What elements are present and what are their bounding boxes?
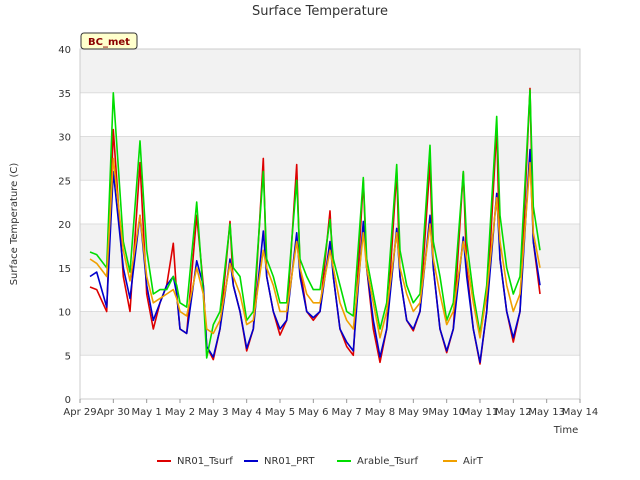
x-tick-label: May 13 — [528, 407, 565, 418]
plot-band — [80, 311, 580, 356]
x-tick-labels: Apr 29 Apr 30 May 1 May 2 May 3 May 4 May 5 May… — [63, 399, 598, 418]
y-tick-label: 35 — [58, 89, 71, 100]
x-tick-label: May 3 — [198, 407, 228, 418]
badge: BC_met — [80, 32, 138, 50]
x-tick-label: May 14 — [562, 407, 599, 418]
series-line-arable-tsurf — [89, 89, 541, 359]
badge-label: BC_met — [88, 37, 130, 48]
x-axis-label: Time — [553, 425, 578, 436]
x-tick-label: May 6 — [298, 407, 328, 418]
x-tick-label: May 10 — [428, 407, 465, 418]
plot-band — [80, 136, 580, 181]
y-tick-label: 0 — [65, 395, 71, 406]
plot-frame — [79, 48, 581, 400]
y-tick-label: 30 — [58, 133, 71, 144]
y-tick-label: 20 — [58, 220, 71, 231]
y-tick-label: 40 — [58, 45, 71, 56]
series-lines — [89, 87, 541, 365]
series-line-nr01-tsurf — [89, 87, 541, 365]
legend-label: AirT — [463, 456, 484, 467]
y-tick-label: 10 — [58, 308, 71, 319]
y-tick-label: 15 — [58, 264, 71, 275]
y-tick-label: 5 — [65, 351, 71, 362]
x-tick-label: May 8 — [365, 407, 395, 418]
chart-title: Surface Temperature — [252, 4, 388, 19]
legend-label: Arable_Tsurf — [357, 456, 418, 467]
badge-box — [80, 32, 138, 50]
legend-label: NR01_Tsurf — [177, 456, 233, 467]
x-tick-label: Apr 29 — [63, 407, 96, 418]
x-tick-label: May 12 — [495, 407, 532, 418]
x-tick-label: May 11 — [462, 407, 499, 418]
x-tick-label: May 4 — [232, 407, 262, 418]
y-tick-label: 25 — [58, 176, 71, 187]
x-tick-label: May 5 — [265, 407, 295, 418]
legend-label: NR01_PRT — [264, 456, 315, 467]
series-line-airt — [89, 157, 541, 339]
y-axis-label: Surface Temperature (C) — [9, 163, 20, 286]
y-tick-labels: 0 5 10 15 20 25 30 35 40 — [58, 45, 71, 406]
x-tick-label: Apr 30 — [97, 407, 130, 418]
x-tick-label: May 9 — [398, 407, 428, 418]
legend: NR01_Tsurf NR01_PRT Arable_Tsurf AirT — [157, 456, 484, 467]
plot-band — [80, 49, 580, 93]
x-tick-label: May 2 — [165, 407, 195, 418]
x-tick-label: May 7 — [332, 407, 362, 418]
x-tick-label: May 1 — [132, 407, 162, 418]
